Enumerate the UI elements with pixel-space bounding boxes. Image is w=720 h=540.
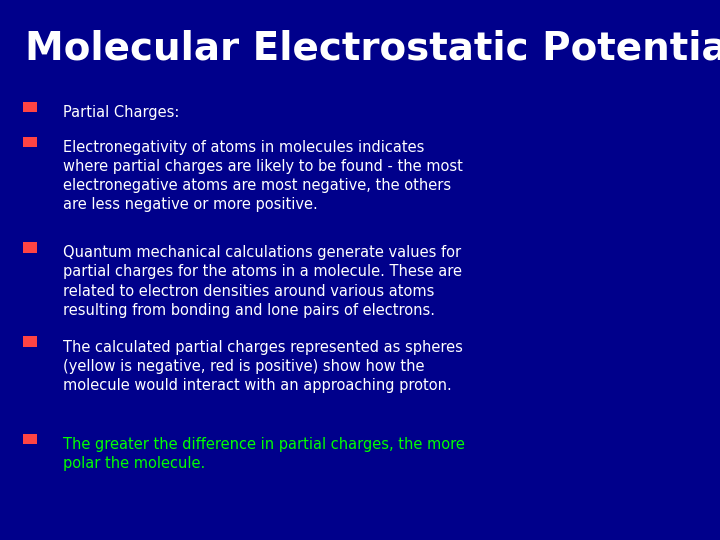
Text: Quantum mechanical calculations generate values for
partial charges for the atom: Quantum mechanical calculations generate… [63, 245, 462, 318]
Bar [23, 434, 37, 444]
Text: Electronegativity of atoms in molecules indicates
where partial charges are like: Electronegativity of atoms in molecules … [63, 140, 463, 212]
Text: Molecular Electrostatic Potential: Molecular Electrostatic Potential [25, 30, 720, 68]
Text: Partial Charges:: Partial Charges: [63, 105, 180, 120]
Bar [23, 137, 37, 147]
Bar [23, 336, 37, 347]
Bar [23, 242, 37, 253]
Text: The greater the difference in partial charges, the more
polar the molecule.: The greater the difference in partial ch… [63, 437, 465, 471]
Bar [23, 102, 37, 112]
Text: The calculated partial charges represented as spheres
(yellow is negative, red i: The calculated partial charges represent… [63, 340, 463, 393]
